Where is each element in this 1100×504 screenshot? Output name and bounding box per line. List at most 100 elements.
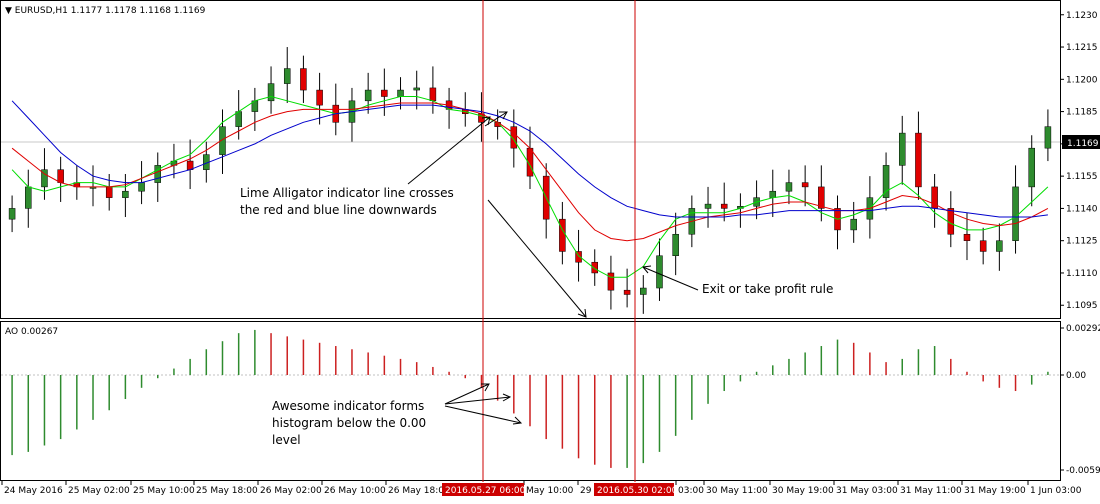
time-tick-label: 26 May 18:00 xyxy=(388,486,450,496)
price-tick-label: 1.1215 xyxy=(1066,43,1098,53)
blue-line xyxy=(11,100,1048,218)
ao-axis: 0.00292 0.00 -0.00593 xyxy=(1060,324,1100,476)
candle-body xyxy=(41,169,48,188)
time-tick-label: 26 May 10:00 xyxy=(324,486,386,496)
candle-body xyxy=(429,87,437,102)
candle-body xyxy=(801,182,809,188)
time-tick-label: 1 Jun 03:00 xyxy=(1030,486,1082,496)
time-tick-label: 31 May 11:00 xyxy=(900,486,962,496)
annotation-ao-line1: Awesome indicator forms xyxy=(272,399,424,413)
candle-body xyxy=(963,233,971,241)
candle-body xyxy=(397,89,404,97)
time-tick-label: 31 May 19:00 xyxy=(964,486,1026,496)
annotation-ao-arrowhead-1 xyxy=(481,383,490,392)
annotation-trend-arrowhead xyxy=(577,308,587,318)
symbol-info: ▼ EURUSD,H1 1.1177 1.1178 1.1168 1.1169 xyxy=(5,6,206,16)
alligator-lines xyxy=(11,95,1049,278)
annotation-exit-rule: Exit or take profit rule xyxy=(702,282,833,296)
candle-body xyxy=(850,218,857,231)
annotation-arrow-2 xyxy=(484,111,508,127)
time-highlight-1-badge xyxy=(442,483,524,496)
candle-body xyxy=(510,126,518,149)
annotation-exit-arrowhead xyxy=(642,265,652,274)
current-price-label: 1.1169 xyxy=(1067,139,1099,149)
time-tick-label: 25 May 10:00 xyxy=(133,486,195,496)
candle-body xyxy=(1044,126,1052,149)
time-tick-label: 25 May 18:00 xyxy=(196,486,258,496)
annotation-arrowhead-1 xyxy=(481,116,491,126)
candle-body xyxy=(915,132,922,188)
time-tick-label: 29 M xyxy=(580,486,602,496)
time-tick-label: 03:00 xyxy=(678,486,704,496)
candle-body xyxy=(704,203,712,209)
annotation-arrowhead-2 xyxy=(499,111,508,120)
candle-body xyxy=(122,190,129,198)
candle-body xyxy=(882,165,890,198)
ao-tick-label: -0.00593 xyxy=(1066,466,1100,476)
price-tick-label: 1.1140 xyxy=(1066,204,1098,214)
candle-body xyxy=(235,111,242,127)
candle-body xyxy=(575,251,582,263)
time-tick-label: 26 May 02:00 xyxy=(260,486,322,496)
candle-body xyxy=(154,165,162,183)
ao-tick-label: 0.00 xyxy=(1066,371,1086,381)
candle-body xyxy=(300,68,307,91)
candle-body xyxy=(769,190,777,198)
annotation-ao-arrowhead-2 xyxy=(502,393,512,402)
candle-body xyxy=(283,68,291,84)
candle-body xyxy=(316,89,323,106)
price-tick-label: 1.1185 xyxy=(1066,108,1098,118)
candle-body xyxy=(623,289,631,295)
candle-body xyxy=(364,89,372,102)
candle-body xyxy=(996,240,1003,252)
candle-body xyxy=(1028,147,1035,188)
candle-body xyxy=(672,233,679,257)
ao-tick-label: 0.00292 xyxy=(1066,324,1100,334)
candle-body xyxy=(898,132,906,166)
time-tick-label: 31 May 03:00 xyxy=(836,486,898,496)
candle-body xyxy=(8,208,16,220)
time-highlight-1: 2016.05.27 06:00 xyxy=(445,486,526,496)
red-line xyxy=(11,102,1049,242)
annotation-ao-arrowhead-3 xyxy=(512,416,523,425)
candle-body xyxy=(25,186,32,209)
candle-body xyxy=(656,255,663,289)
price-tick-label: 1.1110 xyxy=(1066,269,1098,279)
candle-body xyxy=(607,272,615,291)
time-highlight-2-badge xyxy=(594,483,674,496)
candle-body xyxy=(785,182,793,192)
candle-body xyxy=(413,87,420,91)
ao-title: AO 0.00267 xyxy=(5,327,58,337)
annotation-arrow-1 xyxy=(407,116,491,185)
candle-body xyxy=(720,203,728,209)
annotation-lime-cross-line2: the red and blue line downwards xyxy=(240,203,437,217)
annotation-ao-arrow-3 xyxy=(444,405,522,424)
candle-body xyxy=(267,83,275,102)
annotation-ao-arrow-1 xyxy=(444,383,490,405)
annotation-ao-line2: histogram below the 0.00 xyxy=(272,416,426,430)
price-tick-label: 1.1200 xyxy=(1066,75,1098,85)
time-axis: 24 May 2016 25 May 02:00 25 May 10:00 25 Ma… xyxy=(1,481,1082,496)
candle-body xyxy=(381,89,388,97)
time-highlight-2: 2016.05.30 02:00 xyxy=(597,486,678,496)
annotation-exit-arrow xyxy=(642,266,699,291)
annotation-lime-cross-line1: Lime Alligator indicator line crosses xyxy=(240,186,454,200)
current-price-badge xyxy=(1062,135,1100,149)
time-tick-label: 30 May 11:00 xyxy=(706,486,768,496)
candle-body xyxy=(57,169,64,183)
annotation-ao-line3: level xyxy=(272,433,301,447)
candle-body xyxy=(105,186,113,198)
price-tick-label: 1.1125 xyxy=(1066,237,1098,247)
candle-body xyxy=(818,186,825,209)
candle-body xyxy=(559,218,566,252)
candle-body xyxy=(1012,186,1019,241)
candle-body xyxy=(591,261,598,274)
candle-body xyxy=(979,240,987,252)
candle-body xyxy=(138,182,145,192)
ao-histogram xyxy=(11,329,1049,468)
time-tick-label: 25 May 02:00 xyxy=(68,486,130,496)
lime-line xyxy=(11,95,1049,278)
time-tick-label: 24 May 2016 xyxy=(4,486,63,496)
